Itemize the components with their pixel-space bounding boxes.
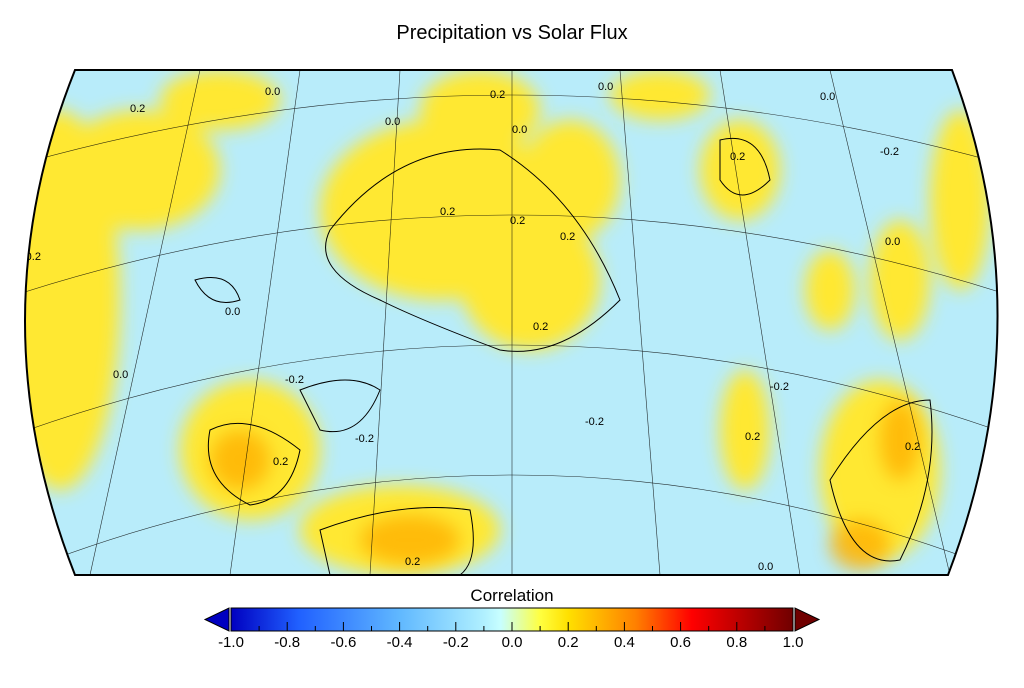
graticule bbox=[25, 70, 998, 575]
contour-label: 0.2 bbox=[440, 206, 455, 218]
contour-label: 0.0 bbox=[758, 561, 773, 573]
contour-label: -0.2 bbox=[585, 416, 604, 428]
contour-label: 0.2 bbox=[273, 456, 288, 468]
contour-label: 0.2 bbox=[533, 321, 548, 333]
map-border bbox=[24, 69, 999, 576]
contour-label: 0.2 bbox=[490, 89, 505, 101]
map-field: 0.2 0.0 0.0 0.2 0.0 0.0 0.2 0.2 0.0 0.2 … bbox=[22, 70, 999, 575]
colorbar-tick-label: -0.4 bbox=[386, 634, 413, 651]
colorbar-min-arrow bbox=[203, 607, 230, 632]
contour-label: 0.0 bbox=[385, 116, 400, 128]
colorbar-label: Correlation bbox=[470, 586, 554, 605]
colorbar-tick-label: -1.0 bbox=[218, 634, 244, 651]
contours bbox=[194, 137, 933, 575]
colorbar-tick-label: -0.2 bbox=[442, 634, 469, 651]
contour-label: 0.0 bbox=[820, 91, 835, 103]
colorbar-tick-label: -0.8 bbox=[274, 634, 301, 651]
colorbar-tick-label: 0.2 bbox=[557, 634, 579, 651]
chart-title: Precipitation vs Solar Flux bbox=[396, 22, 628, 44]
contour-label: 0.0 bbox=[512, 124, 527, 136]
contour-label: 0.2 bbox=[560, 231, 575, 243]
contour-label: 0.0 bbox=[113, 369, 128, 381]
colorbar-max-arrow bbox=[794, 607, 821, 632]
contour-label: -0.2 bbox=[22, 251, 41, 263]
contour-label: 0.2 bbox=[405, 556, 420, 568]
contour-label: -0.2 bbox=[880, 146, 899, 158]
contour-label: 0.0 bbox=[265, 86, 280, 98]
strong-positive-regions bbox=[210, 400, 920, 570]
contour-label: 0.0 bbox=[885, 236, 900, 248]
contour-label: 0.2 bbox=[905, 441, 920, 453]
contour-label: 0.2 bbox=[745, 431, 760, 443]
colorbar-tick-label: 0.0 bbox=[501, 634, 523, 651]
contour-label: -0.2 bbox=[285, 374, 304, 386]
colorbar bbox=[203, 607, 821, 632]
colorbar-tick-label: 0.6 bbox=[670, 634, 692, 651]
contour-label: 0.0 bbox=[598, 81, 613, 93]
contour-label: 0.2 bbox=[130, 103, 145, 115]
contour-label: 0.0 bbox=[225, 306, 240, 318]
contour-label: -0.2 bbox=[355, 433, 374, 445]
contour-label: -0.2 bbox=[980, 469, 999, 481]
colorbar-tick-label: 0.4 bbox=[613, 634, 635, 651]
contour-label: 0.2 bbox=[510, 215, 525, 227]
colorbar-tick-label: 0.8 bbox=[726, 634, 748, 651]
colorbar-tick-label: 1.0 bbox=[782, 634, 804, 651]
contour-label: -0.2 bbox=[770, 381, 789, 393]
colorbar-tick-label: -0.6 bbox=[330, 634, 357, 651]
contour-label: 0.2 bbox=[730, 151, 745, 163]
